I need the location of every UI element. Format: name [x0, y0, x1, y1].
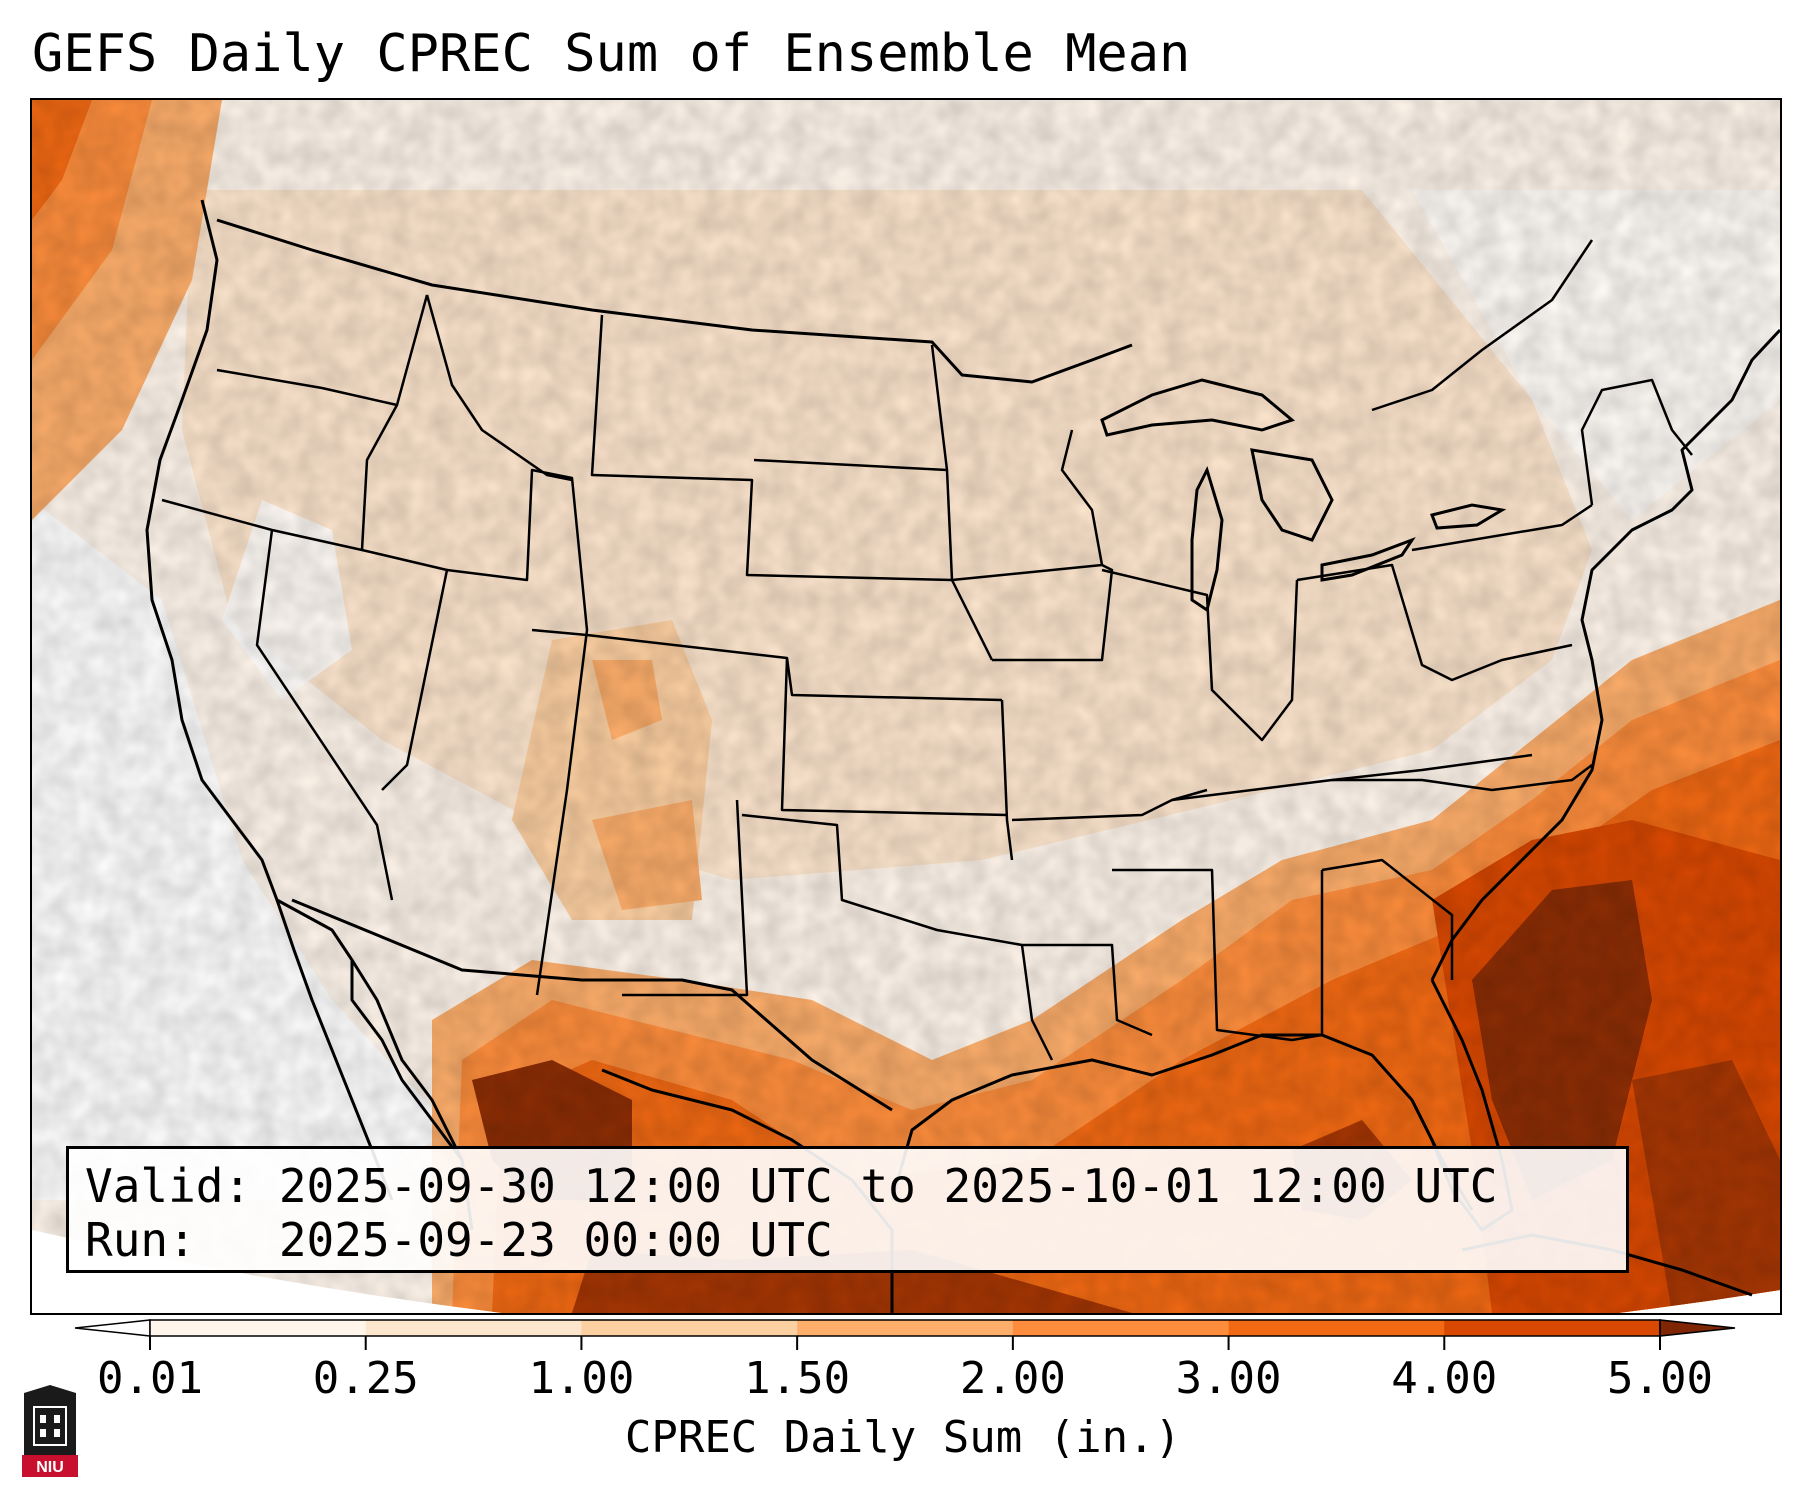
lake-ontario	[1429, 503, 1507, 530]
colorbar-tick-label: 5.00	[1607, 1353, 1713, 1404]
border-oh-pa-wv-md	[1296, 563, 1573, 682]
border-ca-us-east	[1371, 239, 1594, 412]
colorbar-tick-label: 4.00	[1391, 1353, 1497, 1404]
border-ia-mo-il	[992, 563, 1114, 662]
logo-window-4	[54, 1429, 60, 1437]
colorbar-frame	[149, 1319, 1661, 1337]
logo-building	[33, 1406, 67, 1446]
colorbar-segment	[150, 1320, 367, 1336]
west-coast	[145, 199, 474, 1231]
colorbar-tick-label: 1.50	[744, 1353, 850, 1404]
border-wa-or	[216, 368, 398, 407]
canada-us-border	[216, 218, 1133, 384]
mexico-us-border	[291, 898, 893, 1112]
border-nd-mn	[930, 344, 994, 661]
colorbar-tick-label: 1.00	[528, 1353, 634, 1404]
precip-field	[32, 100, 1780, 1313]
border-ar-la-ms	[1022, 943, 1153, 1037]
logo-text: NIU	[36, 1459, 64, 1476]
colorbar-segment	[1444, 1320, 1661, 1336]
colorbar-segment	[797, 1320, 1014, 1336]
precip-texture	[32, 100, 1780, 1313]
colorbar-tick-label: 2.00	[960, 1353, 1066, 1404]
border-nm-tx	[622, 799, 749, 997]
lake-superior	[1100, 378, 1296, 437]
border-ca-nv	[255, 529, 394, 901]
border-mn-ia-wi	[951, 429, 1104, 582]
colorbar-segment	[365, 1320, 582, 1336]
state-borders	[161, 239, 1693, 1061]
great-lakes	[1100, 378, 1507, 613]
border-id-mt-wy	[425, 294, 573, 482]
border-ks-mo	[1000, 699, 1014, 861]
border-mt-nd-sd	[590, 314, 953, 582]
border-tn-nc-va	[1332, 764, 1593, 792]
border-nv-ut-az	[361, 548, 449, 791]
colorbar-tick-label: 3.00	[1176, 1353, 1282, 1404]
valid-time-label: Valid: 2025-09-30 12:00 UTC to 2025-10-0…	[85, 1159, 1498, 1213]
map-panel	[30, 98, 1782, 1315]
logo-window-3	[40, 1429, 46, 1437]
colorbar-tick-label: 0.25	[313, 1353, 419, 1404]
colorbar-over-arrow	[1659, 1319, 1736, 1337]
border-ut-co-nm	[446, 468, 589, 996]
border-ga-sc-nc	[1321, 858, 1454, 980]
logo-shield	[24, 1385, 76, 1455]
logo-banner	[22, 1455, 78, 1477]
niu-logo: NIU	[22, 1385, 78, 1477]
gulf-of-california	[350, 959, 464, 1161]
border-il-in-oh	[1101, 568, 1299, 742]
page-title: GEFS Daily CPREC Sum of Ensemble Mean	[32, 24, 1191, 84]
border-ok-tx	[741, 813, 1023, 947]
run-time-label: Run: 2025-09-23 00:00 UTC	[85, 1213, 833, 1267]
colorbar-tick-label: 0.01	[97, 1353, 203, 1404]
lake-erie	[1320, 536, 1416, 582]
logo-window-1	[40, 1415, 46, 1423]
border-pa-ny	[1411, 503, 1593, 552]
lake-huron	[1250, 448, 1334, 542]
colorbar-segments	[74, 1319, 1736, 1337]
border-co-ks-ok	[780, 657, 1008, 817]
colorbar-label: CPREC Daily Sum (in.)	[625, 1412, 1181, 1463]
east-coast	[1430, 328, 1780, 981]
colorbar-segment	[1012, 1320, 1230, 1336]
lake-michigan	[1190, 465, 1224, 613]
border-or-ca-nv-id	[161, 294, 429, 552]
validity-info-box: Valid: 2025-09-30 12:00 UTC to 2025-10-0…	[66, 1146, 1629, 1273]
logo-window-2	[54, 1415, 60, 1423]
border-tx-la	[1020, 944, 1054, 1061]
border-nd-sd	[753, 458, 948, 472]
colorbar-under-arrow	[74, 1319, 151, 1337]
map-svg	[32, 100, 1780, 1313]
colorbar-segment	[1228, 1320, 1445, 1336]
border-ms-al-ga	[1112, 868, 1324, 1042]
colorbar-ticks: 0.01 0.25 1.00 1.50 2.00 3.00 4.00 5.00	[97, 1336, 1713, 1404]
border-mo-ar-tn	[1011, 788, 1208, 822]
border-ky-tn	[1171, 753, 1533, 802]
colorbar-segment	[581, 1320, 798, 1336]
colorbar: 0.01 0.25 1.00 1.50 2.00 3.00 4.00 5.00 CPREC D…	[74, 1319, 1736, 1463]
border-ny-vt-nh-me	[1580, 378, 1693, 506]
